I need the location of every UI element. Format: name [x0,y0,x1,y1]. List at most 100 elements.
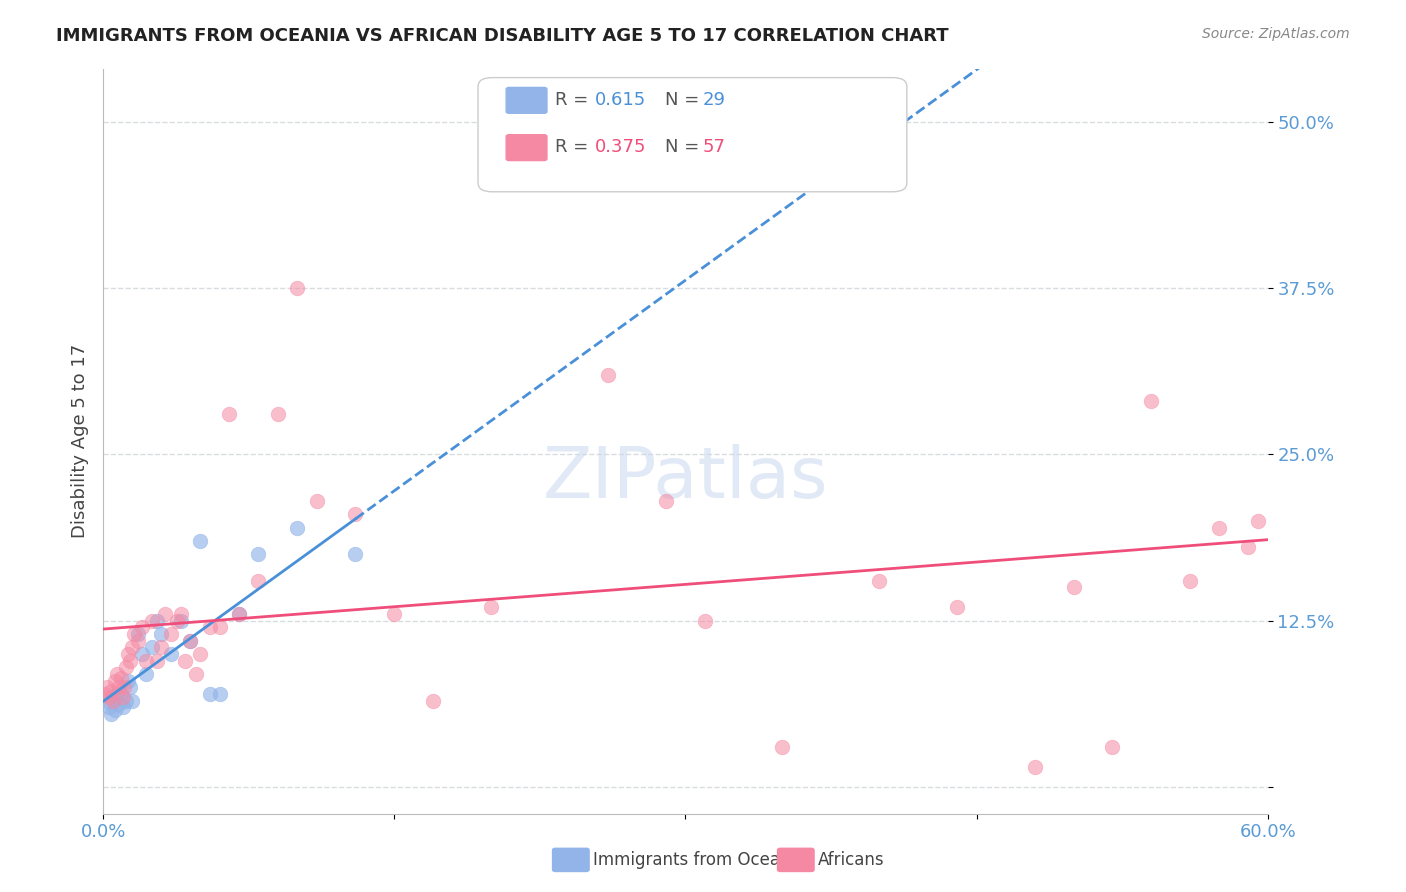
Point [479,600,502,615]
Point [186,666,208,681]
Text: N =: N = [665,138,704,156]
Point [198,620,221,634]
Point [117,647,139,661]
Point [100,684,122,698]
Point [97,690,120,704]
Point [198,687,221,701]
Point [97,700,120,714]
Point [120,654,142,668]
Point [1140,394,1163,409]
Text: IMMIGRANTS FROM OCEANIA VS AFRICAN DISABILITY AGE 5 TO 17 CORRELATION CHART: IMMIGRANTS FROM OCEANIA VS AFRICAN DISAB… [56,27,949,45]
Point [228,607,250,621]
Point [1237,541,1260,555]
Point [382,607,405,621]
Point [772,740,794,755]
Point [117,673,139,688]
Point [150,640,173,655]
Point [422,693,444,707]
Point [105,687,128,701]
Point [141,640,163,655]
Point [107,680,129,694]
Point [305,494,328,508]
Text: 57: 57 [703,138,725,156]
Point [655,494,678,508]
Point [228,607,250,621]
Text: R =: R = [555,91,595,109]
Point [131,647,153,661]
Point [267,408,290,422]
Point [141,614,163,628]
Point [122,627,145,641]
Point [596,368,619,382]
Point [160,627,183,641]
Text: R =: R = [555,138,595,156]
Point [115,660,138,674]
Point [115,693,138,707]
Point [110,687,132,701]
Point [100,706,122,721]
Point [104,673,127,688]
Point [120,680,142,694]
Text: Africans: Africans [818,851,884,869]
Point [96,680,118,694]
Point [946,600,969,615]
Point [111,690,134,704]
Point [1208,520,1230,534]
Text: N =: N = [665,91,704,109]
Point [1024,760,1046,774]
Point [173,654,195,668]
Point [160,647,183,661]
Text: 0.615: 0.615 [595,91,645,109]
Point [101,693,124,707]
Point [135,666,157,681]
Point [105,666,128,681]
Point [107,698,129,712]
Y-axis label: Disability Age 5 to 17: Disability Age 5 to 17 [72,344,89,538]
Point [179,633,201,648]
Point [170,614,193,628]
Point [247,547,270,561]
Point [208,620,231,634]
Point [94,687,117,701]
Text: 0.375: 0.375 [595,138,647,156]
Point [135,654,157,668]
Point [111,700,134,714]
Point [96,693,118,707]
Text: Immigrants from Oceania: Immigrants from Oceania [593,851,806,869]
Point [127,633,149,648]
Point [1101,740,1123,755]
Point [208,687,231,701]
Point [285,520,308,534]
Text: 29: 29 [703,91,725,109]
Point [104,703,127,717]
Point [188,647,211,661]
Text: ZIPatlas: ZIPatlas [543,444,828,513]
Text: Source: ZipAtlas.com: Source: ZipAtlas.com [1202,27,1350,41]
Point [114,680,136,694]
Point [110,671,132,685]
Point [146,614,169,628]
Point [155,607,177,621]
Point [101,690,124,704]
Point [121,693,143,707]
Point [344,507,367,521]
Point [869,574,891,588]
Point [188,533,211,548]
Point [285,281,308,295]
Point [693,614,716,628]
Point [121,640,143,655]
Point [127,627,149,641]
Point [179,633,201,648]
Point [247,574,270,588]
Point [218,408,240,422]
Point [538,161,561,176]
Point [170,607,193,621]
Point [131,620,153,634]
Point [1247,514,1270,528]
Point [1063,581,1085,595]
Point [150,627,173,641]
Point [166,614,188,628]
Point [146,654,169,668]
Point [1178,574,1201,588]
Point [344,547,367,561]
